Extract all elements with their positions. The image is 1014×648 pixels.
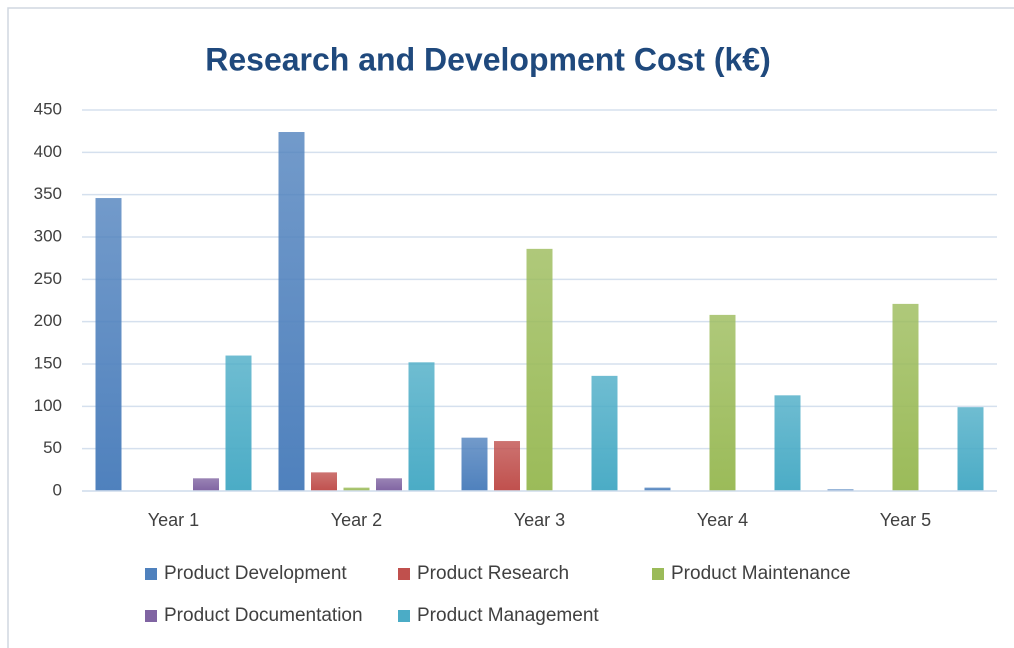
chart-title: Research and Development Cost (k€) (205, 41, 771, 77)
legend-label: Product Maintenance (671, 563, 851, 584)
y-tick-label: 300 (34, 226, 62, 245)
bar (591, 375, 618, 491)
bar (827, 489, 854, 491)
bar (644, 487, 671, 491)
legend-label: Product Development (164, 563, 347, 584)
bar (193, 478, 219, 491)
legend-swatch (398, 568, 410, 580)
legend-label: Product Research (417, 563, 569, 584)
bar (343, 487, 370, 491)
y-tick-label: 250 (34, 269, 62, 288)
bar (225, 355, 252, 491)
y-tick-label: 200 (34, 311, 62, 330)
bar (311, 472, 337, 491)
legend-swatch (652, 568, 664, 580)
x-tick-label: Year 5 (880, 510, 931, 530)
legend-label: Product Management (417, 605, 599, 626)
bar (494, 441, 520, 491)
bar (278, 132, 305, 491)
chart-border (7, 7, 1014, 648)
x-tick-label: Year 1 (148, 510, 199, 530)
x-tick-label: Year 4 (697, 510, 748, 530)
bar (892, 303, 919, 491)
bar (461, 437, 488, 491)
y-tick-label: 450 (34, 99, 62, 118)
y-tick-label: 400 (34, 142, 62, 161)
bar (526, 248, 553, 491)
y-tick-label: 150 (34, 353, 62, 372)
x-tick-label: Year 3 (514, 510, 565, 530)
bar (408, 362, 435, 491)
bar (709, 314, 736, 491)
bar (376, 478, 402, 491)
y-tick-label: 50 (43, 438, 62, 457)
x-tick-label: Year 2 (331, 510, 382, 530)
y-tick-label: 100 (34, 396, 62, 415)
bar (774, 395, 801, 491)
bar (95, 198, 122, 491)
legend-swatch (145, 568, 157, 580)
legend-label: Product Documentation (164, 605, 363, 626)
legend-swatch (145, 610, 157, 622)
bar (957, 407, 984, 491)
y-tick-label: 0 (53, 480, 62, 499)
y-tick-label: 350 (34, 184, 62, 203)
legend-swatch (398, 610, 410, 622)
